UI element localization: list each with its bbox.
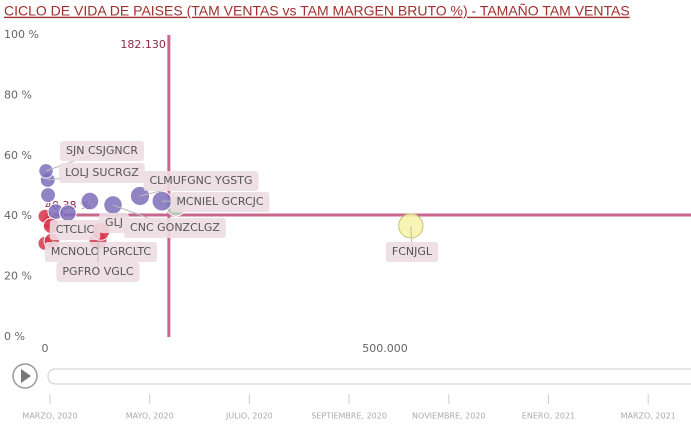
label-box <box>99 213 129 233</box>
timeline-label: JULIO, 2020 <box>225 412 273 421</box>
x-tick-label: 500.000 <box>362 342 408 355</box>
y-tick-label: 100 % <box>4 28 39 41</box>
y-tick-label: 40 % <box>4 209 32 222</box>
point-label: FCNJGL <box>385 225 439 262</box>
point-label: SJN CSJGNCR <box>45 141 144 172</box>
label-box <box>124 218 226 238</box>
bubble[interactable] <box>59 204 77 222</box>
label-box <box>59 163 145 183</box>
timeline-label: MAYO, 2020 <box>126 412 174 421</box>
point-label-text: MCNIEL GCRCJC <box>176 195 263 208</box>
timeline-label: MARZO, 2020 <box>22 412 77 421</box>
x-tick-label: 0 <box>42 342 49 355</box>
label-box <box>385 242 439 262</box>
y-tick-label: 20 % <box>4 270 32 283</box>
bubble[interactable] <box>40 187 57 204</box>
point-label-text: GLJ <box>105 216 123 229</box>
point-label-text: CLMUFGNC YGSTG <box>149 174 252 187</box>
point-label: CNC GONZCLGZ <box>112 204 226 238</box>
point-label: GLJ <box>99 213 129 233</box>
point-label-text: LOLJ SUCRGZ <box>65 166 139 179</box>
play-slider[interactable] <box>47 368 691 385</box>
point-label: MCNIEL GCRCJC <box>161 192 270 212</box>
label-box <box>44 242 158 262</box>
label-box <box>49 220 101 240</box>
y-tick-label: 80 % <box>4 88 32 101</box>
label-box <box>143 171 259 191</box>
point-label-text: MCNOLO PGRCLTC <box>51 245 152 258</box>
y-tick-label: 60 % <box>4 149 32 162</box>
timeline-label: NOVIEMBRE, 2020 <box>412 412 485 421</box>
timeline-label: MARZO, 2021 <box>621 412 676 421</box>
point-label-text: PGFRO VGLC <box>62 265 133 278</box>
play-icon <box>21 369 31 383</box>
y-tick-label: 0 % <box>4 330 25 343</box>
point-label-text: SJN CSJGNCR <box>66 144 138 157</box>
play-axis <box>12 363 691 389</box>
point-label-text: CTCLIC <box>56 223 95 236</box>
point-label: MCNOLO PGRCLTC <box>44 240 158 262</box>
timeline-label: SEPTIEMBRE, 2020 <box>311 412 387 421</box>
label-box <box>170 192 270 212</box>
reference-label-x: 182.130 <box>120 38 166 51</box>
point-label-text: CNC GONZCLGZ <box>130 221 220 234</box>
bubble[interactable] <box>80 191 100 211</box>
point-label: LOLJ SUCRGZ <box>47 163 145 183</box>
point-label: CTCLIC <box>49 220 101 240</box>
label-box <box>56 262 140 282</box>
chart-title: CICLO DE VIDA DE PAISES (TAM VENTAS vs T… <box>4 3 630 19</box>
point-label: PGFRO VGLC <box>56 240 140 282</box>
timeline-label: ENERO, 2021 <box>522 412 575 421</box>
label-box <box>60 141 144 161</box>
point-label: CLMUFGNC YGSTG <box>139 171 259 197</box>
point-label-text: FCNJGL <box>392 245 433 258</box>
